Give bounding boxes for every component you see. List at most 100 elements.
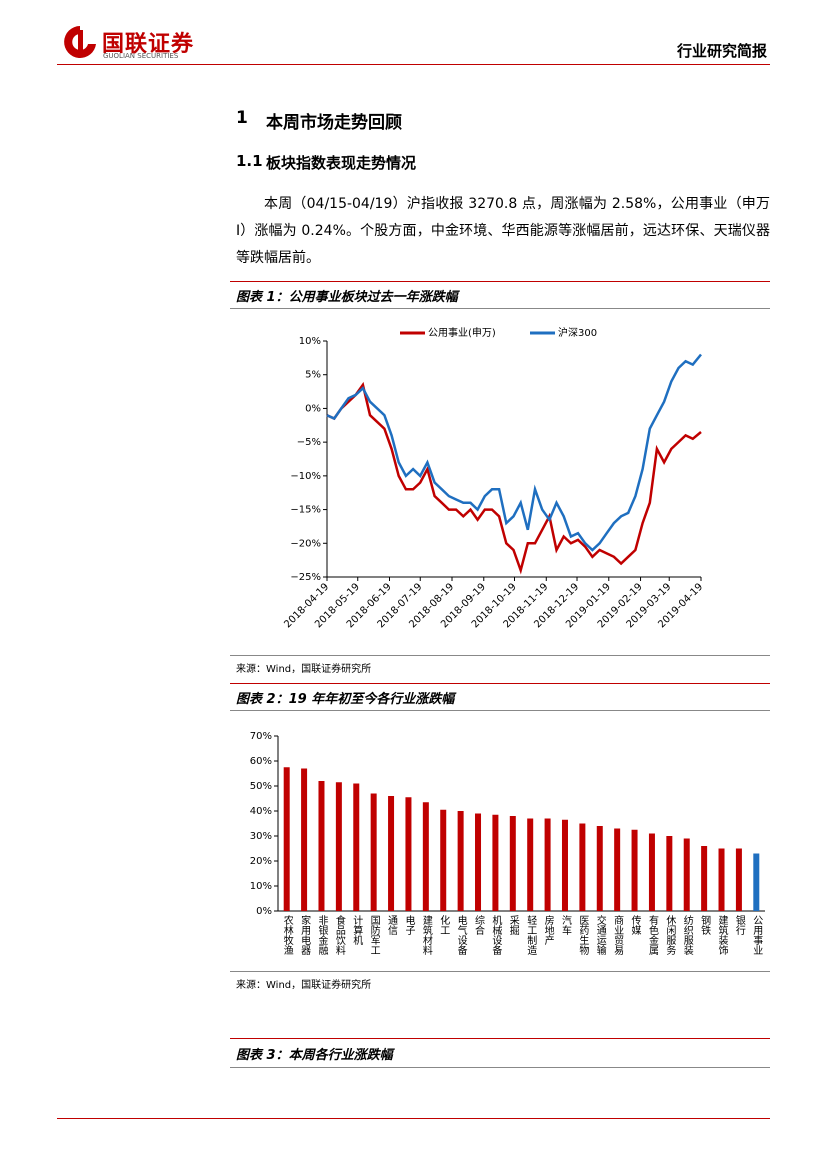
subsection-number: 1.1 [236,152,263,170]
x-tick-label: 交通运输 [594,914,606,956]
y-tick-label: 40% [250,806,272,817]
caption-rule [230,281,770,282]
bar [405,797,412,911]
y-tick-label: −15% [290,505,321,516]
x-tick-label: 公用事业 [751,915,763,955]
bar [283,767,290,911]
y-tick-label: 0% [305,403,321,414]
x-tick-label: 化工 [438,914,450,935]
y-tick-label: −10% [290,471,321,482]
bar [318,781,325,911]
x-tick-label: 通信 [386,915,398,936]
caption-rule [230,1067,770,1068]
y-tick-label: 10% [299,336,321,347]
bar [753,853,760,911]
y-tick-label: 20% [250,856,272,867]
line-chart: −25%−20%−15%−10%−5%0%5%10%2018-04-192018… [282,326,705,630]
figure-caption: 图表 3：本周各行业涨跌幅 [236,1048,393,1063]
section-title: 本周市场走势回顾 [266,113,402,133]
caption-rule [230,683,770,684]
source-rule [230,655,770,656]
y-tick-label: −25% [290,572,321,583]
y-tick-label: 60% [250,756,272,767]
bar [683,838,690,911]
bar [648,833,655,911]
bar [475,813,482,911]
bar [509,816,516,911]
y-tick-label: 10% [250,881,272,892]
logo-icon [64,26,96,58]
section-number: 1 [236,108,248,128]
bar [544,818,551,911]
bar [561,819,568,911]
figure-caption: 图表 2：19 年年初至今各行业涨跌幅 [236,692,455,707]
logo-en: GUOLIAN SECURITIES [103,52,179,60]
footer-rule [57,1118,770,1119]
x-tick-label: 休闲服务 [664,915,676,956]
x-tick-label: 有色金属 [646,914,658,956]
y-tick-label: 30% [250,831,272,842]
x-tick-label: 计算机 [351,914,363,946]
x-tick-label: 农林牧渔 [281,914,293,956]
x-tick-label: 钢铁 [699,914,711,936]
bar [353,783,360,911]
source-rule [230,971,770,972]
x-tick-label: 综合 [473,914,485,936]
x-tick-label: 纺织服装 [681,914,693,956]
y-tick-label: 0% [256,906,272,917]
x-tick-label: 电气设备 [455,914,467,956]
bar [370,793,377,911]
bar [301,768,308,911]
x-tick-label: 建筑材料 [420,914,432,956]
caption-rule [230,710,770,711]
bar [614,828,621,911]
x-tick-label: 家用电器 [299,914,311,956]
y-tick-label: 50% [250,781,272,792]
x-tick-label: 食品饮料 [333,914,345,956]
series-line [326,381,702,575]
x-tick-label: 传媒 [629,915,641,936]
bar [335,782,342,911]
x-tick-label: 机械设备 [490,914,502,956]
x-tick-label: 电子 [403,914,415,935]
y-tick-label: 70% [250,731,272,742]
bar [666,836,673,911]
series-line [326,353,702,552]
bar [527,818,534,911]
caption-rule [230,308,770,309]
bar-chart: 0% 10% 20% 30% 40% 50% 60% 70% 农林牧渔 家用电器 非银金融 食品饮料计… [250,731,765,956]
bar [492,814,499,911]
x-tick-label: 非银金融 [316,915,328,956]
x-tick-label: 医药生物 [577,915,589,956]
header-rule [57,64,770,65]
x-tick-label: 轻工制造 [525,914,537,955]
y-tick-label: −5% [297,437,321,448]
x-tick-label: 建筑装饰 [716,914,728,956]
bar [422,802,429,911]
bar [440,809,447,911]
bar [388,796,395,911]
x-tick-label: 国防军工 [368,915,380,955]
bar [631,829,638,911]
x-tick-label: 房地产 [542,914,554,946]
bar [457,811,464,911]
y-tick-label: −20% [290,538,321,549]
legend-label: 公用事业(申万) [428,326,496,339]
figure-source: 来源：Wind，国联证券研究所 [236,980,372,991]
x-tick-label: 商业贸易 [612,914,624,956]
bar [579,823,586,911]
x-tick-label: 银行 [733,914,745,936]
bar [718,848,725,911]
subsection-title: 板块指数表现走势情况 [266,154,417,172]
y-tick-label: 5% [305,370,321,381]
logo-cn: 国联证券 [102,32,195,57]
x-tick-label: 采掘 [507,915,519,936]
bar [701,846,708,911]
x-tick-label: 汽车 [559,914,571,936]
paragraph: 本周（04/15-04/19）沪指收报 3270.8 点，周涨幅为 2.58%，… [236,196,770,266]
bar [596,826,603,911]
report-type: 行业研究简报 [676,42,767,60]
legend-label: 沪深300 [558,326,597,339]
bar [735,848,742,911]
